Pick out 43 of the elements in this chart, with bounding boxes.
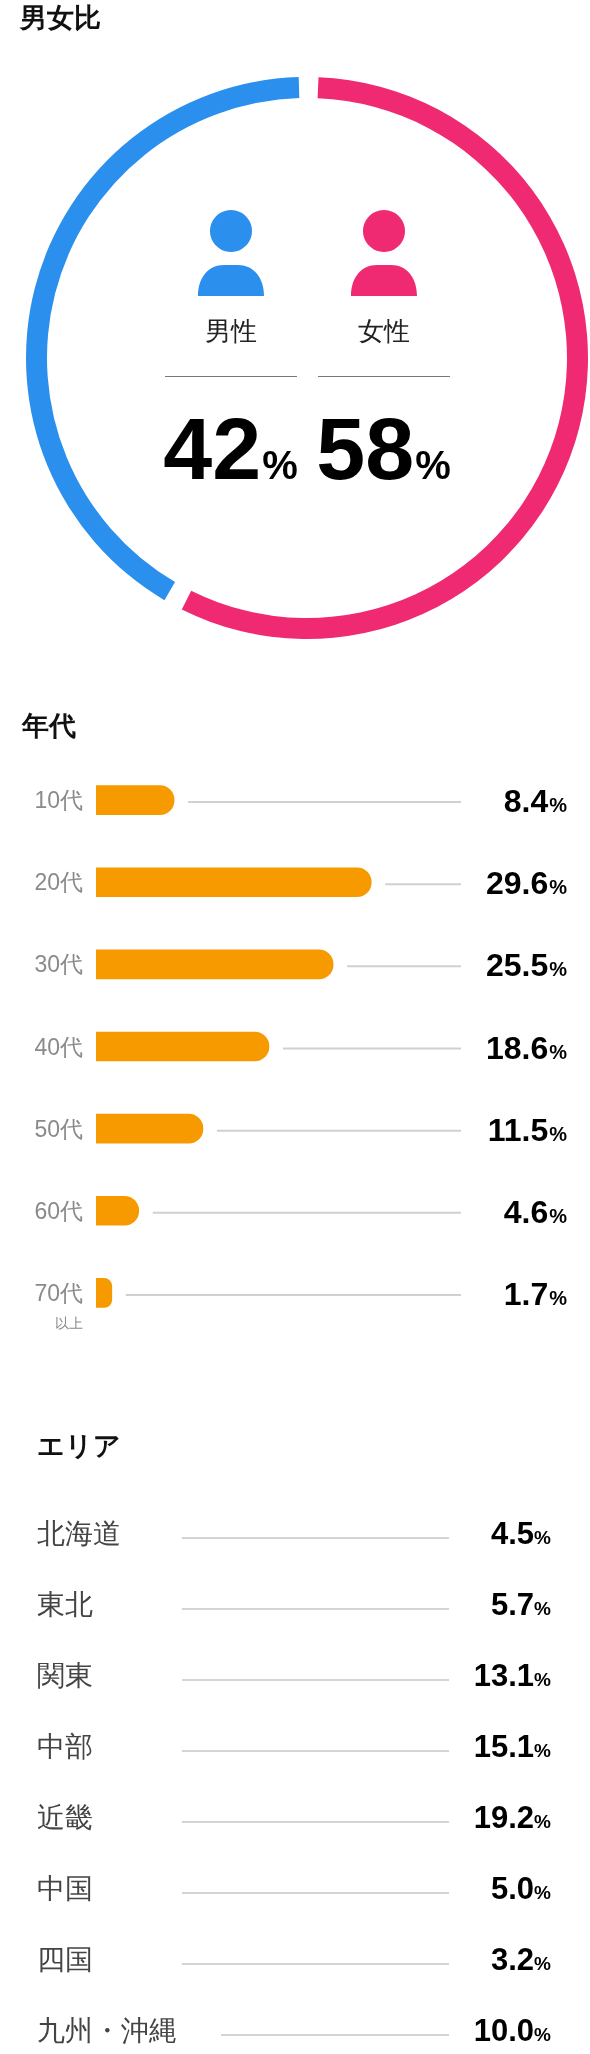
data-label: 29.6% [485,865,568,902]
category-label: 関東 [37,1658,94,1693]
data-label: 58% [316,399,451,498]
y-tick-label: 60代 [34,1197,83,1224]
chart-title: 年代 [22,710,76,742]
data-label: 13.1% [473,1657,551,1693]
category-label: 北海道 [37,1516,122,1551]
data-label: 11.5% [487,1111,568,1148]
category-label: 四国 [37,1942,94,1977]
data-label: 3.2% [490,1941,551,1977]
data-label: 1.7% [503,1275,568,1312]
data-label: 18.6% [485,1029,568,1066]
y-tick-label: 70代以上 [34,1279,83,1331]
bar [96,949,334,980]
legend-label: 男性 [204,316,257,346]
y-tick-label: 30代 [34,951,83,978]
y-tick-label: 50代 [34,1115,83,1142]
category-label: 東北 [37,1587,94,1622]
chart-title: 男女比 [20,2,101,34]
category-label: 近畿 [37,1800,94,1835]
y-tick-label: 10代 [34,787,83,814]
y-tick-label: 20代 [34,869,83,896]
bar [96,1278,113,1308]
data-label: 4.6% [503,1193,568,1230]
bar [96,785,175,815]
legend-label: 女性 [357,316,410,346]
y-tick-label: 40代 [34,1033,83,1060]
category-label: 中部 [37,1729,94,1764]
bar [96,1031,270,1062]
data-label: 42% [163,399,298,498]
bar [96,1113,204,1144]
bar [96,867,372,898]
data-label: 15.1% [473,1728,551,1764]
data-label: 5.7% [490,1586,551,1622]
category-label: 九州・沖縄 [37,2013,177,2048]
text: エリア [37,1430,121,1462]
data-label: 10.0% [473,2012,551,2048]
data-label: 8.4% [503,783,568,820]
data-label: 5.0% [490,1870,551,1906]
category-label: 中国 [37,1871,94,1906]
data-label: 19.2% [473,1799,551,1835]
data-label: 4.5% [490,1515,551,1551]
data-label: 25.5% [485,947,568,984]
